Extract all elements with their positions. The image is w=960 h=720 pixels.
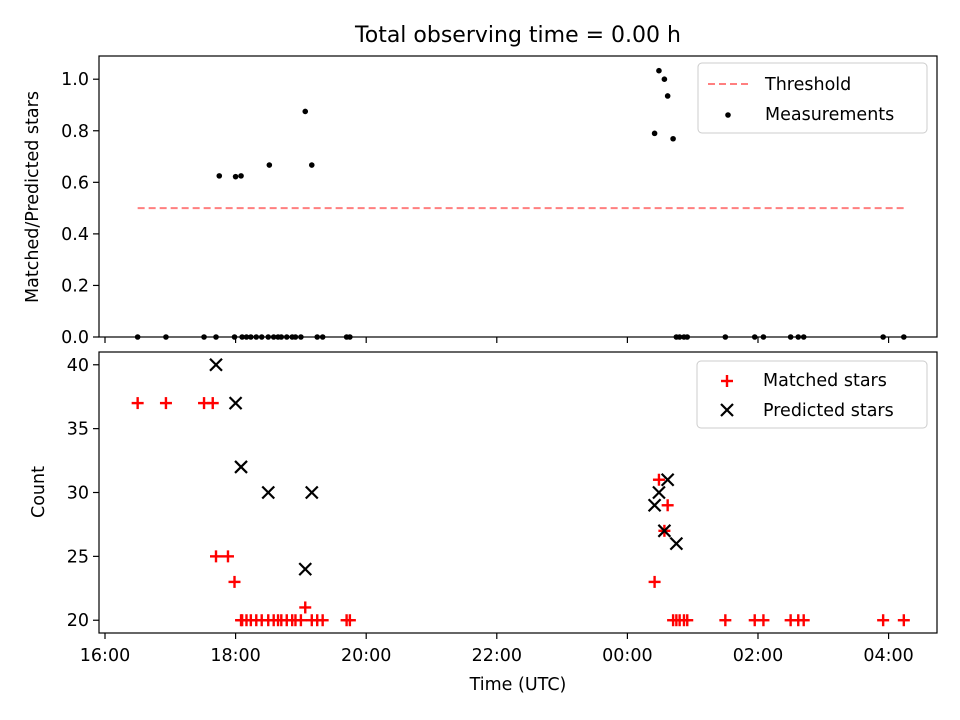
legend-matched-marker bbox=[721, 375, 733, 387]
matched-star-point bbox=[757, 614, 770, 627]
predicted-star-point bbox=[669, 536, 684, 551]
bottom-y-tick-label: 30 bbox=[67, 484, 89, 504]
bottom-y-tick-label: 35 bbox=[67, 420, 89, 440]
bottom-x-tick-label: 20:00 bbox=[341, 646, 391, 666]
matched-star-point bbox=[719, 614, 732, 627]
bottom-y-axis-label: Count bbox=[29, 466, 49, 518]
legend-measurements-marker bbox=[725, 112, 731, 118]
matched-star-point bbox=[131, 397, 144, 410]
top-y-tick-label: 0.0 bbox=[61, 328, 89, 348]
predicted-star-point bbox=[652, 485, 666, 500]
matched-star-point bbox=[681, 614, 694, 627]
matched-star-point bbox=[221, 550, 234, 563]
top-y-tick-label: 1.0 bbox=[61, 70, 89, 90]
matched-star-point bbox=[228, 575, 241, 588]
measurement-point bbox=[670, 135, 676, 142]
bottom-panel: 20 25 30 35 40 16:00 18:00 20:00 22:00 00:00 02:0… bbox=[29, 351, 938, 695]
figure-title: Total observing time = 0.00 h bbox=[354, 23, 681, 48]
legend-predicted-marker bbox=[720, 403, 734, 417]
top-y-tick-label: 0.8 bbox=[61, 122, 89, 142]
predicted-star-point bbox=[209, 357, 223, 372]
predicted-star-point bbox=[660, 472, 675, 487]
matched-star-point bbox=[159, 397, 172, 410]
matched-star-point bbox=[343, 614, 356, 627]
bottom-plot-frame bbox=[98, 351, 938, 634]
predicted-star-point bbox=[234, 460, 248, 474]
matched-star-point bbox=[299, 601, 312, 614]
predicted-star-point bbox=[657, 524, 672, 538]
bottom-y-tick-label: 20 bbox=[67, 611, 89, 631]
measurement-point bbox=[651, 130, 658, 137]
matched-star-point bbox=[294, 614, 307, 627]
measurement-point bbox=[661, 76, 668, 83]
matched-star-point bbox=[210, 550, 223, 563]
measurement-point bbox=[656, 67, 662, 74]
top-y-tick-label: 0.6 bbox=[61, 173, 89, 193]
predicted-star-point bbox=[228, 396, 243, 410]
top-x-axis bbox=[104, 337, 890, 343]
matched-star-point bbox=[877, 614, 890, 627]
matched-star-point bbox=[652, 473, 665, 486]
matched-star-point bbox=[897, 614, 910, 627]
predicted-star-point bbox=[647, 498, 662, 513]
bottom-y-tick-label: 25 bbox=[67, 547, 89, 567]
top-panel: 0.0 0.2 0.4 0.6 0.8 1.0 Matched/Predicted sta… bbox=[23, 55, 938, 348]
legend-matched-label: Matched stars bbox=[763, 371, 887, 391]
matched-star-point bbox=[316, 614, 329, 627]
predicted-star-point bbox=[298, 562, 313, 576]
predicted-star-point bbox=[261, 485, 276, 500]
bottom-x-tick-label: 22:00 bbox=[472, 646, 522, 666]
top-y-tick-label: 0.2 bbox=[61, 276, 89, 296]
legend-threshold-label: Threshold bbox=[764, 75, 851, 95]
bottom-x-tick-label: 02:00 bbox=[733, 646, 783, 666]
bottom-x-axis: 16:00 18:00 20:00 22:00 00:00 02:00 04:00 bbox=[80, 633, 914, 666]
bottom-legend: Matched stars Predicted stars bbox=[696, 360, 928, 429]
top-legend: Threshold Measurements bbox=[697, 62, 928, 134]
measurement-point bbox=[664, 93, 671, 99]
bottom-y-axis: 20 25 30 35 40 bbox=[67, 356, 99, 631]
measurement-point bbox=[216, 173, 223, 179]
matched-star-point bbox=[648, 575, 661, 588]
measurement-point bbox=[238, 173, 244, 179]
bottom-x-tick-label: 00:00 bbox=[602, 646, 652, 666]
bottom-x-tick-label: 04:00 bbox=[863, 646, 913, 666]
bottom-y-tick-label: 40 bbox=[67, 356, 89, 376]
matched-star-point bbox=[797, 614, 810, 627]
measurement-point bbox=[308, 162, 315, 168]
top-y-axis-label: Matched/Predicted stars bbox=[23, 91, 43, 303]
bottom-x-tick-label: 16:00 bbox=[80, 646, 130, 666]
bottom-legend-box bbox=[696, 360, 928, 429]
predicted-star-point bbox=[305, 485, 319, 500]
matched-star-point bbox=[206, 397, 219, 410]
top-legend-box bbox=[697, 62, 928, 134]
legend-measurements-label: Measurements bbox=[765, 105, 894, 125]
measurement-point bbox=[302, 108, 309, 115]
legend-predicted-label: Predicted stars bbox=[763, 401, 894, 421]
top-y-axis: 0.0 0.2 0.4 0.6 0.8 1.0 bbox=[61, 70, 99, 348]
bottom-x-tick-label: 18:00 bbox=[210, 646, 260, 666]
measurement-point bbox=[232, 173, 239, 180]
measurement-point bbox=[266, 162, 273, 168]
top-y-tick-label: 0.4 bbox=[61, 225, 89, 245]
bottom-plot-area bbox=[131, 357, 910, 627]
bottom-x-axis-label: Time (UTC) bbox=[469, 675, 567, 695]
top-plot-frame bbox=[98, 55, 938, 338]
matched-star-point bbox=[661, 499, 674, 512]
